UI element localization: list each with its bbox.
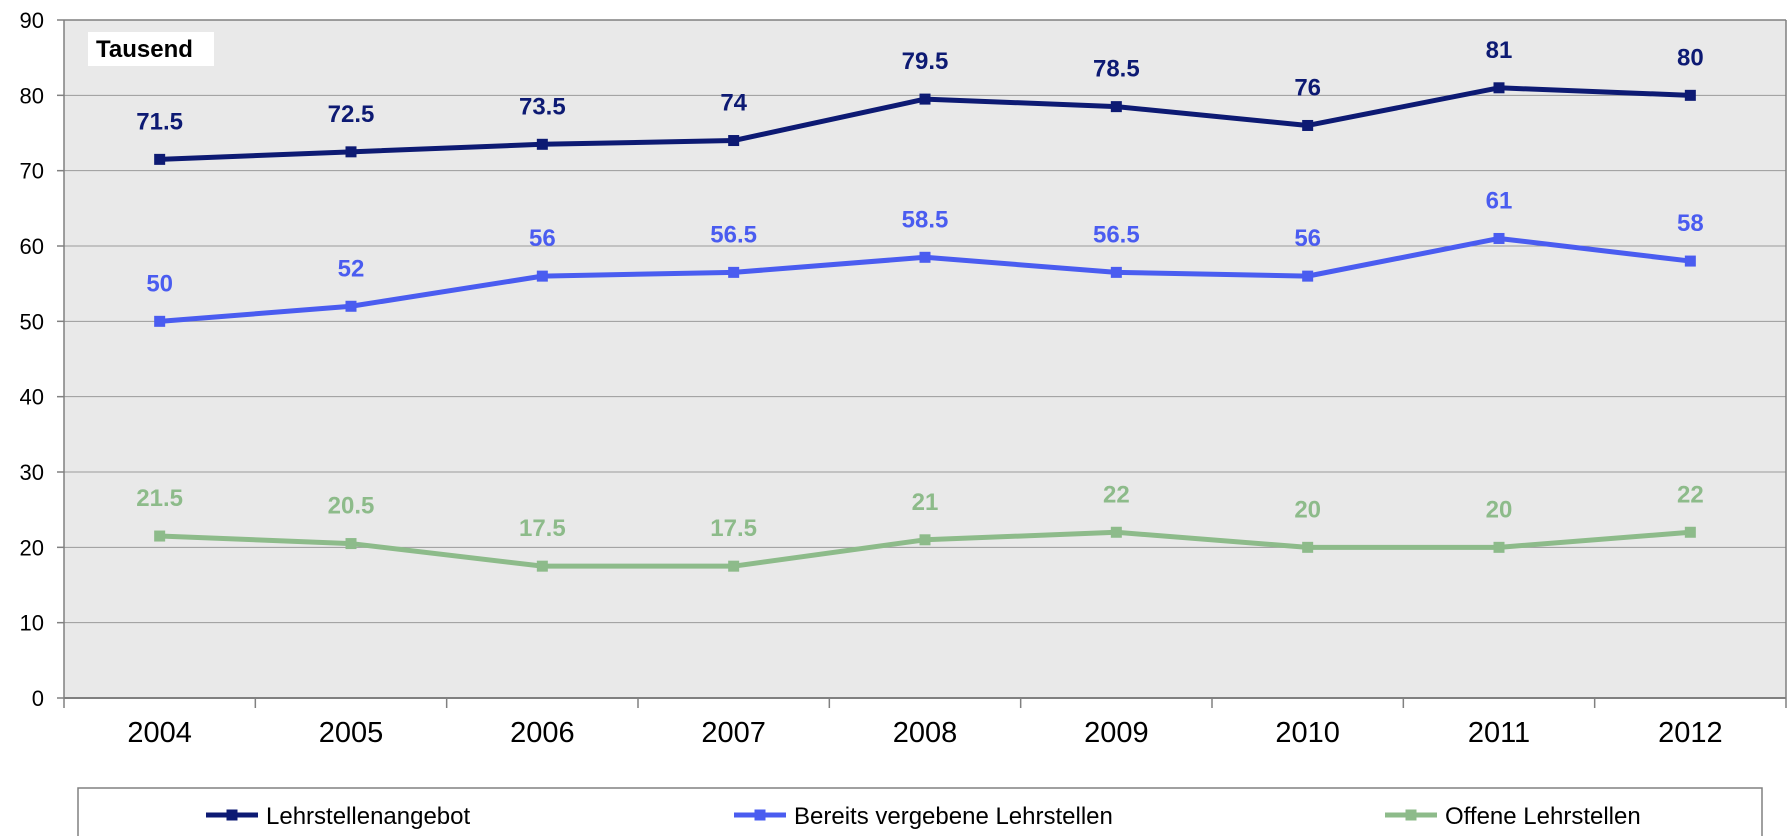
data-point <box>1493 232 1505 244</box>
y-axis-ticks: 0 10 20 30 40 50 60 70 80 90 <box>20 8 1787 711</box>
y-tick-label: 30 <box>20 460 44 485</box>
legend-swatch-marker <box>754 809 766 821</box>
legend-label: Offene Lehrstellen <box>1445 803 1641 830</box>
x-tick-label: 2004 <box>127 717 192 749</box>
data-point <box>1684 255 1696 267</box>
data-point <box>728 135 740 147</box>
data-label: 20.5 <box>328 493 375 520</box>
data-label: 50 <box>146 270 173 297</box>
data-point <box>345 538 357 550</box>
y-tick-label: 60 <box>20 234 44 259</box>
data-point <box>536 270 548 282</box>
x-tick-label: 2005 <box>319 717 384 749</box>
data-point <box>1302 541 1314 553</box>
data-label: 17.5 <box>519 515 566 542</box>
data-label: 71.5 <box>136 108 183 135</box>
x-tick-label: 2012 <box>1658 717 1723 749</box>
data-label: 56.5 <box>1093 221 1140 248</box>
data-point <box>919 93 931 105</box>
y-tick-label: 80 <box>20 83 44 108</box>
data-label: 56 <box>1294 225 1321 252</box>
legend: Lehrstellenangebot Bereits vergebene Lehr… <box>77 787 1763 836</box>
legend-label: Bereits vergebene Lehrstellen <box>794 803 1113 830</box>
data-label: 78.5 <box>1093 56 1140 83</box>
data-label: 74 <box>720 90 747 117</box>
plot-area <box>64 20 1786 698</box>
data-point <box>1684 526 1696 538</box>
data-point <box>1110 101 1122 113</box>
data-label: 72.5 <box>328 101 375 128</box>
data-point <box>345 300 357 312</box>
data-label: 73.5 <box>519 93 566 120</box>
x-axis: 2004 2005 2006 2007 2008 2009 2010 2011 2012 <box>63 698 1787 749</box>
data-point <box>728 560 740 572</box>
data-label: 21 <box>912 489 939 516</box>
data-label: 81 <box>1486 37 1513 64</box>
y-tick-label: 90 <box>20 8 44 33</box>
series-layer <box>154 82 1696 572</box>
data-label: 17.5 <box>710 515 757 542</box>
y-tick-label: 0 <box>32 686 44 711</box>
data-label: 52 <box>338 255 365 282</box>
data-label: 21.5 <box>136 485 183 512</box>
data-point <box>1493 82 1505 94</box>
y-tick-label: 20 <box>20 535 44 560</box>
data-label: 56 <box>529 225 556 252</box>
data-label: 79.5 <box>902 48 949 75</box>
data-point <box>1302 270 1314 282</box>
data-point <box>1493 541 1505 553</box>
legend-swatch-marker <box>1405 809 1417 821</box>
y-tick-label: 40 <box>20 385 44 410</box>
data-label: 58 <box>1677 210 1704 237</box>
data-label: 76 <box>1294 74 1321 101</box>
data-point <box>1302 119 1314 131</box>
data-label: 56.5 <box>710 221 757 248</box>
data-point <box>536 138 548 150</box>
y-tick-label: 50 <box>20 309 44 334</box>
unit-label: Tausend <box>96 36 193 63</box>
data-point <box>154 315 166 327</box>
legend-label: Lehrstellenangebot <box>266 803 470 830</box>
data-label: 20 <box>1294 496 1321 523</box>
data-point <box>154 530 166 542</box>
data-label: 58.5 <box>902 206 949 233</box>
data-point <box>345 146 357 158</box>
data-label: 22 <box>1677 481 1704 508</box>
data-point <box>919 251 931 263</box>
data-point <box>154 153 166 165</box>
data-label: 20 <box>1486 496 1513 523</box>
x-tick-label: 2010 <box>1275 717 1340 749</box>
data-point <box>1110 266 1122 278</box>
y-tick-label: 10 <box>20 611 44 636</box>
unit-label-box: Tausend <box>88 32 214 66</box>
y-tick-label: 70 <box>20 159 44 184</box>
x-tick-label: 2008 <box>893 717 958 749</box>
x-tick-label: 2007 <box>701 717 766 749</box>
data-point <box>1684 89 1696 101</box>
x-tick-label: 2006 <box>510 717 575 749</box>
data-point <box>536 560 548 572</box>
data-point <box>728 266 740 278</box>
data-label: 22 <box>1103 481 1130 508</box>
data-point <box>919 534 931 546</box>
data-label: 61 <box>1486 187 1513 214</box>
data-labels-layer: 71.5 72.5 73.5 74 79.5 78.5 76 81 80 50 52 56 56.5 58… <box>136 37 1703 542</box>
data-point <box>1110 526 1122 538</box>
x-tick-label: 2011 <box>1468 717 1530 749</box>
legend-swatch-marker <box>226 809 238 821</box>
data-label: 80 <box>1677 44 1704 71</box>
x-tick-label: 2009 <box>1084 717 1149 749</box>
